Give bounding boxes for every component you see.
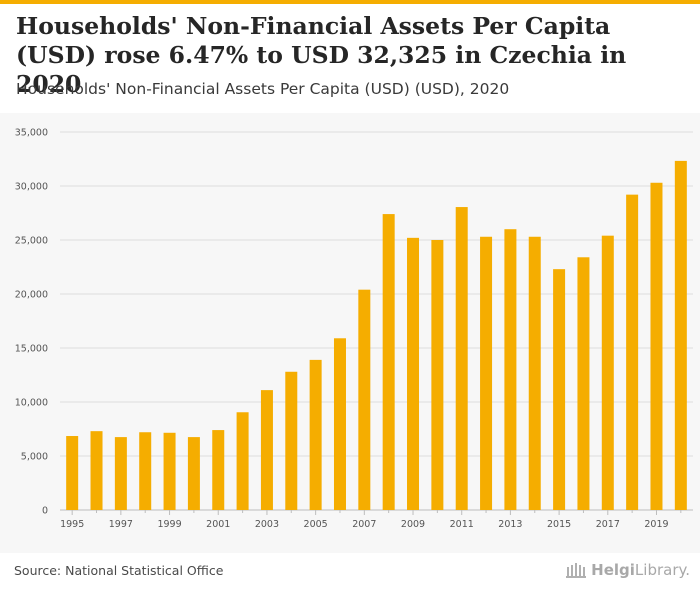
y-tick-label: 25,000 bbox=[15, 236, 48, 247]
brand-name-rest: Library. bbox=[634, 561, 690, 579]
brand-name-bold: Helgi bbox=[591, 561, 635, 579]
chart-title: Households' Non-Financial Assets Per Cap… bbox=[16, 12, 627, 98]
bar bbox=[309, 359, 322, 510]
bar bbox=[455, 207, 468, 510]
bar bbox=[358, 289, 371, 510]
bar bbox=[212, 430, 225, 510]
y-tick-label: 0 bbox=[42, 506, 48, 517]
bar bbox=[90, 431, 103, 510]
x-tick-label: 2013 bbox=[498, 519, 522, 530]
bar bbox=[163, 432, 176, 510]
x-tick-label: 1995 bbox=[60, 519, 84, 530]
y-tick-label: 30,000 bbox=[15, 182, 48, 193]
x-tick-label: 1997 bbox=[109, 519, 133, 530]
bar bbox=[650, 182, 663, 510]
bar bbox=[66, 436, 79, 510]
bar bbox=[139, 432, 152, 510]
bar bbox=[382, 214, 395, 510]
bar bbox=[333, 338, 346, 510]
source-note: Source: National Statistical Office bbox=[14, 563, 224, 578]
accent-bar bbox=[0, 0, 700, 4]
x-tick-label: 1999 bbox=[157, 519, 181, 530]
bar bbox=[626, 194, 639, 510]
x-tick-label: 2017 bbox=[596, 519, 620, 530]
x-tick-label: 2015 bbox=[547, 519, 571, 530]
y-tick-label: 35,000 bbox=[15, 128, 48, 139]
bar bbox=[577, 257, 590, 510]
x-tick-label: 2019 bbox=[644, 519, 668, 530]
x-tick-label: 2005 bbox=[304, 519, 328, 530]
bar bbox=[674, 160, 687, 510]
bar-chart: 0 5,000 10,000 15,000 20,000 25,000 30,000 35,0… bbox=[15, 128, 693, 530]
helgi-library-logo: Helgi Library. bbox=[565, 561, 690, 579]
x-tick-label: 2001 bbox=[206, 519, 230, 530]
bar bbox=[480, 236, 493, 510]
bar bbox=[114, 437, 127, 510]
x-tick-label: 2011 bbox=[450, 519, 474, 530]
y-tick-label: 15,000 bbox=[15, 344, 48, 355]
bar bbox=[407, 237, 420, 510]
library-building-icon bbox=[566, 563, 587, 578]
bar bbox=[260, 390, 273, 510]
chart-subtitle: Households' Non-Financial Assets Per Cap… bbox=[16, 80, 510, 98]
y-tick-label: 10,000 bbox=[15, 398, 48, 409]
bar bbox=[528, 236, 541, 510]
bar bbox=[553, 269, 566, 510]
x-tick-label: 2009 bbox=[401, 519, 425, 530]
bar bbox=[601, 235, 614, 510]
bar bbox=[187, 437, 200, 510]
x-tick-label: 2007 bbox=[352, 519, 376, 530]
bar bbox=[236, 412, 249, 510]
y-tick-label: 5,000 bbox=[21, 452, 48, 463]
bar bbox=[431, 240, 444, 510]
bar bbox=[504, 229, 517, 510]
bar bbox=[285, 371, 298, 510]
y-tick-label: 20,000 bbox=[15, 290, 48, 301]
x-tick-label: 2003 bbox=[255, 519, 279, 530]
